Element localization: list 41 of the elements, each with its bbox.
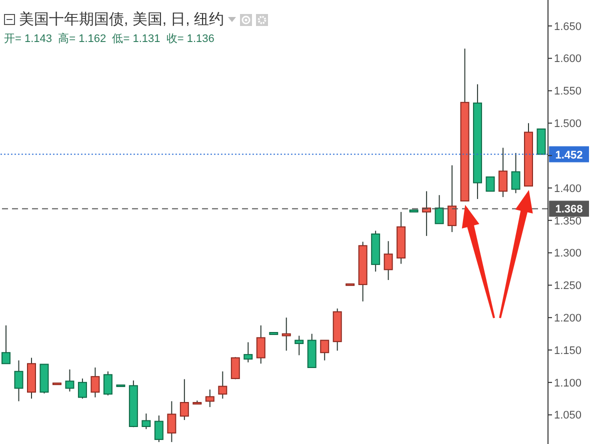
candlestick [486,176,495,192]
text: 美国十年期国债, 美国, 日, 纽约 [19,10,224,29]
y-tick-label: 1.500 [554,118,582,130]
candlestick [2,324,10,364]
y-tick-label: 1.350 [554,215,582,228]
candlestick [384,240,393,281]
annotation: 开= 1.143 高= 1.162 低= 1.131 收= 1.136 [4,32,214,46]
candlestick [167,400,176,443]
candlestick [180,378,189,421]
y-tick-label: 1.650 [554,20,582,33]
candlestick [498,147,508,198]
y-tick-label: 1.200 [554,312,582,325]
candlestick [90,367,100,398]
y-tick-label: 1.300 [554,248,582,260]
y-tick-label: 1.050 [554,410,582,422]
candlestick [205,389,214,408]
candlestick [78,378,87,400]
candlestick [434,194,444,224]
candlestick [230,356,240,380]
candlestick [65,368,74,392]
ref-line-label: 1.452 [555,149,583,162]
candlestick [142,413,151,430]
candlestick [448,164,457,233]
y-tick-label: 1.250 [554,280,582,292]
y-tick-label: 1.600 [554,53,582,66]
y-tick-label: 1.150 [554,344,582,357]
candlestick [103,370,112,396]
candlestick [244,342,253,363]
candlestick [154,414,164,443]
ref-line-label: 1.368 [555,204,583,216]
y-tick-label: 1.400 [554,182,582,195]
candlestick [422,190,432,236]
candlestick [320,340,330,361]
candlestick [282,317,291,352]
y-tick-label: 1.100 [554,377,582,390]
candlestick [256,324,266,364]
candlestick [294,335,304,356]
candlestick [511,152,520,194]
y-tick-label: 1.550 [554,86,582,98]
candlestick [218,370,228,400]
candlestick [14,360,24,402]
